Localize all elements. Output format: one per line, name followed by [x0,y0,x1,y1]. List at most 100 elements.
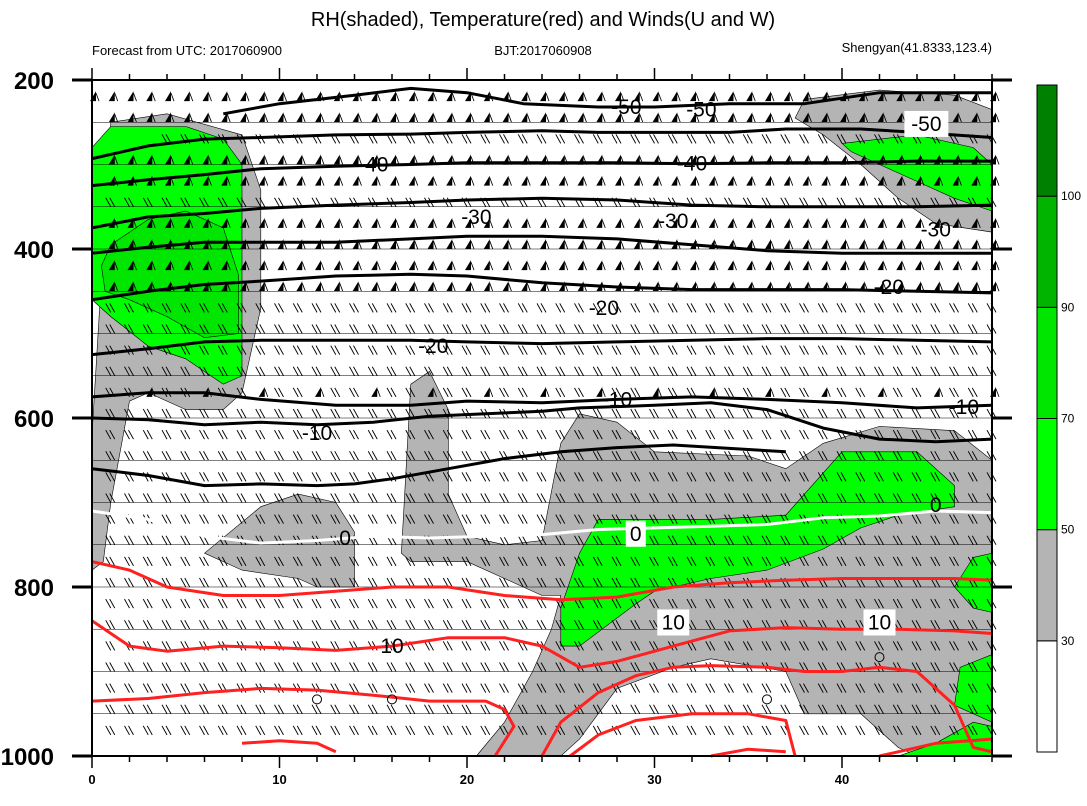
wind-barb [461,366,468,376]
x-tick-label: 20 [460,772,474,787]
wind-barb [255,620,262,630]
colorbar-box [1036,640,1058,753]
wind-barb [259,324,266,334]
wind-barb [161,366,168,376]
wind-barb [517,514,524,524]
wind-barb [915,345,922,355]
wind-barb [746,303,753,313]
wind-barb [859,556,866,567]
wind-barb [896,451,903,461]
wind-barb [611,556,618,567]
wind-barb [559,704,566,714]
wind-barb [705,429,712,440]
temperature-contour--20 [91,272,993,302]
wind-barb [334,577,341,588]
wind-barb [615,429,622,440]
wind-barb [583,177,587,186]
wind-barb [146,598,153,609]
wind-barb [620,177,625,186]
wind-barb [536,429,543,440]
wind-barb [424,493,430,503]
wind-barb [151,92,156,102]
wind-barb [765,472,772,482]
wind-barb [920,283,925,292]
wind-barb [461,556,468,567]
wind-barb [934,493,941,503]
wind-barb [746,556,753,567]
wind-barb [480,514,487,524]
wind-barb [334,366,341,376]
wind-barb [133,283,137,292]
wind-barb [742,408,749,419]
wind-barb [245,156,250,165]
wind-barb [146,535,153,545]
wind-barb [184,556,191,567]
wind-barb [878,134,884,144]
wind-barb [751,92,756,102]
wind-barb [799,451,805,461]
wind-barb [630,324,637,334]
wind-barb [315,620,322,630]
wind-barb [165,704,172,714]
wind-barb [470,177,475,186]
wind-barb [840,134,847,144]
wind-barb [245,283,250,292]
wind-barb [236,451,243,461]
wind-barb [653,366,659,376]
wind-barb [649,620,655,630]
wind-barb [724,324,730,334]
wind-barb [859,683,866,693]
wind-barb [845,177,850,186]
wind-barb [592,408,599,419]
wind-barb [559,472,566,482]
wind-barb [128,493,134,503]
wind-barb [105,641,112,651]
wind-barb [874,451,880,461]
wind-barb [367,324,374,334]
wind-barb [442,429,449,440]
wind-pennant [183,175,190,186]
wind-barb [789,177,794,186]
wind-barb [433,283,437,292]
wind-barb [705,704,712,714]
wind-barb [601,92,606,102]
wind-barb [334,408,341,419]
forecast-origin-label: Forecast from UTC: 2017060900 [92,43,282,58]
wind-barb [761,324,768,334]
wind-barb [221,662,228,672]
wind-barb [780,556,787,567]
wind-barb [255,366,262,376]
wind-barb [339,156,344,165]
wind-barb [840,472,847,482]
wind-pennant [558,112,565,123]
wind-barb [517,662,524,672]
wind-barb [953,683,959,693]
wind-pennant [127,91,134,102]
wind-barb [653,725,659,736]
wind-barb [671,704,678,714]
wind-barb [667,324,674,334]
wind-barb [349,429,355,440]
wind-pennant [783,91,790,102]
wind-barb [859,134,866,144]
wind-barb [686,303,693,313]
wind-barb [165,725,172,736]
wind-barb [953,556,959,567]
wind-barb [649,134,655,144]
wind-barb [296,725,303,736]
wind-barb [409,429,416,440]
wind-pennant [371,281,378,292]
contour-label: -40 [677,153,707,176]
wind-barb [915,472,922,482]
wind-barb [821,472,828,482]
wind-barb [315,408,322,419]
wind-barb [217,493,224,503]
wind-barb [105,535,112,545]
wind-barb [236,366,243,376]
wind-pennant [277,239,284,249]
wind-barb [855,556,862,567]
wind-barb [146,493,153,503]
wind-barb [953,725,959,736]
wind-barb [742,556,749,567]
wind-pennant [483,281,490,292]
